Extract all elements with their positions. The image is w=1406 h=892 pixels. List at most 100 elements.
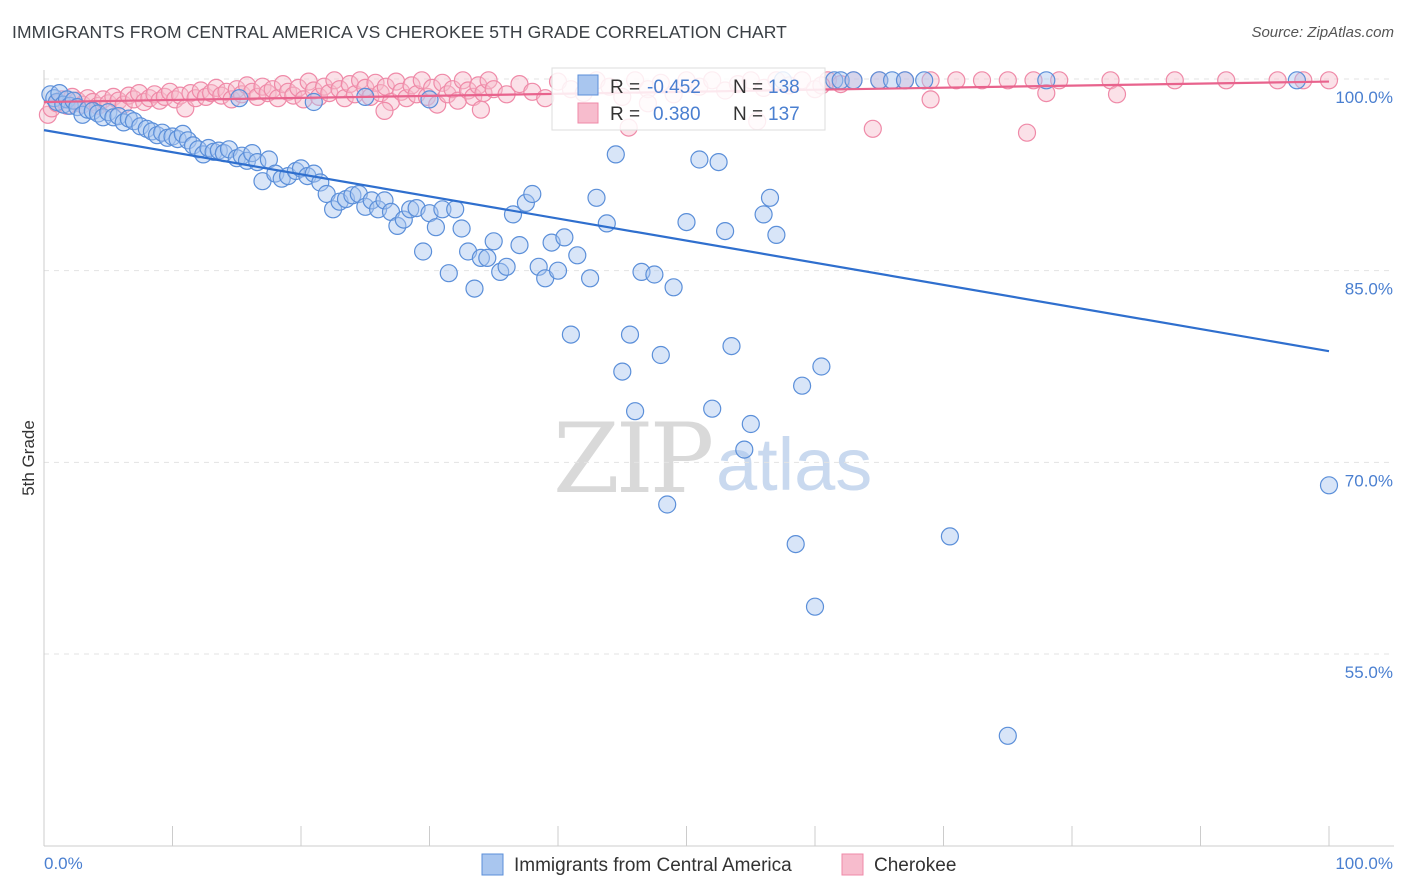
- central-america-point: [555, 228, 574, 247]
- chart-title: IMMIGRANTS FROM CENTRAL AMERICA VS CHERO…: [12, 22, 787, 42]
- cherokee-point: [536, 89, 555, 108]
- central-america-point: [587, 188, 606, 207]
- zipatlas-watermark: ZIP atlas: [553, 403, 872, 515]
- central-america-point: [722, 337, 741, 356]
- cherokee-point: [1050, 71, 1069, 90]
- central-america-point: [529, 257, 548, 276]
- central-america-point: [163, 127, 182, 146]
- cherokee-point: [921, 90, 940, 109]
- central-america-point: [471, 248, 490, 267]
- central-america-point: [677, 213, 696, 232]
- cherokee-point: [412, 71, 431, 90]
- stats-swatch-blue: [577, 74, 599, 96]
- cherokee-point: [438, 85, 457, 104]
- cherokee-point: [130, 83, 149, 103]
- y-axis-label: 5th Grade: [19, 420, 38, 496]
- stats-n-value-blue: 138: [768, 77, 800, 98]
- central-america-point: [760, 188, 780, 207]
- cherokee-point: [1217, 71, 1236, 90]
- cherokee-point: [1037, 83, 1056, 103]
- cherokee-point: [1319, 71, 1339, 90]
- x-tick-label-max: 100.0%: [1335, 854, 1393, 873]
- cherokee-point: [366, 73, 385, 92]
- cherokee-point: [345, 85, 365, 104]
- central-america-point: [767, 225, 786, 244]
- central-america-point: [658, 495, 677, 514]
- watermark-atlas: atlas: [716, 423, 872, 506]
- central-america-point: [148, 126, 167, 145]
- central-america-point: [343, 186, 362, 205]
- central-america-point: [178, 131, 197, 150]
- central-america-point: [844, 71, 863, 90]
- central-america-point: [940, 527, 960, 546]
- central-america-point: [362, 191, 381, 210]
- cherokee-point: [402, 76, 421, 95]
- cherokee-point: [863, 119, 882, 138]
- central-america-point: [510, 236, 529, 255]
- stats-n-value-pink: 137: [768, 104, 800, 125]
- central-america-point: [426, 218, 445, 237]
- watermark-zip: ZIP: [553, 403, 712, 515]
- central-america-point: [243, 144, 262, 163]
- stats-r-label-pink: R =: [610, 104, 640, 125]
- central-america-point: [754, 205, 773, 224]
- cherokee-point: [1107, 85, 1127, 104]
- central-america-point: [625, 402, 645, 421]
- y-tick-label: 100.0%: [1335, 88, 1393, 107]
- central-america-point: [83, 101, 102, 121]
- central-america-point: [709, 153, 728, 172]
- central-america-point: [895, 71, 915, 90]
- stats-swatch-pink: [577, 102, 599, 124]
- y-tick-label: 70.0%: [1345, 471, 1393, 490]
- central-america-point: [812, 357, 831, 376]
- central-america-point: [735, 440, 754, 459]
- central-america-point: [394, 210, 413, 229]
- cherokee-point: [325, 71, 344, 90]
- y-tick-label: 85.0%: [1345, 280, 1393, 299]
- central-america-point: [414, 242, 433, 261]
- central-america-point: [93, 108, 113, 127]
- central-america-point: [580, 269, 600, 288]
- cherokee-point: [1024, 71, 1043, 90]
- x-tick-label-min: 0.0%: [44, 854, 83, 873]
- central-america-point: [523, 184, 542, 204]
- stats-r-value-pink: 0.380: [653, 104, 701, 125]
- y-tick-labels: 100.0% 85.0% 70.0% 55.0%: [1335, 88, 1393, 682]
- cherokee-point: [1017, 123, 1037, 142]
- central-america-point: [561, 325, 581, 344]
- stats-r-value-blue: -0.452: [647, 77, 701, 98]
- central-america-point: [452, 219, 471, 238]
- cherokee-point: [479, 71, 498, 90]
- central-america-point: [998, 726, 1017, 745]
- x-ticks: [172, 826, 1330, 846]
- central-america-point: [478, 248, 497, 267]
- central-america-point: [606, 145, 625, 164]
- cherokee-point: [998, 71, 1017, 90]
- legend-swatch-central-america: [481, 853, 504, 876]
- central-america-point: [805, 597, 825, 616]
- central-america-point: [1319, 476, 1339, 495]
- central-america-point: [786, 534, 805, 554]
- central-america-point: [915, 71, 934, 90]
- central-america-point: [153, 123, 172, 142]
- cherokee-point: [387, 72, 406, 91]
- central-america-point: [568, 246, 587, 265]
- central-america-point: [1037, 71, 1056, 90]
- cherokee-point: [947, 71, 966, 90]
- central-america-point: [375, 191, 394, 210]
- central-america-point: [613, 362, 632, 381]
- central-america-point: [651, 345, 670, 365]
- legend-label-central-america: Immigrants from Central America: [514, 855, 792, 876]
- central-america-point: [439, 264, 458, 283]
- legend-label-cherokee: Cherokee: [874, 855, 956, 876]
- central-america-point: [446, 200, 465, 219]
- central-america-point: [664, 278, 683, 297]
- cherokee-point: [181, 83, 200, 103]
- central-america-point: [73, 105, 92, 124]
- cherokee-point: [1294, 71, 1313, 90]
- cherokee-point: [1268, 71, 1287, 90]
- central-america-point: [792, 376, 812, 395]
- legend: Immigrants from Central America Cherokee: [481, 853, 956, 876]
- legend-swatch-cherokee: [841, 853, 864, 876]
